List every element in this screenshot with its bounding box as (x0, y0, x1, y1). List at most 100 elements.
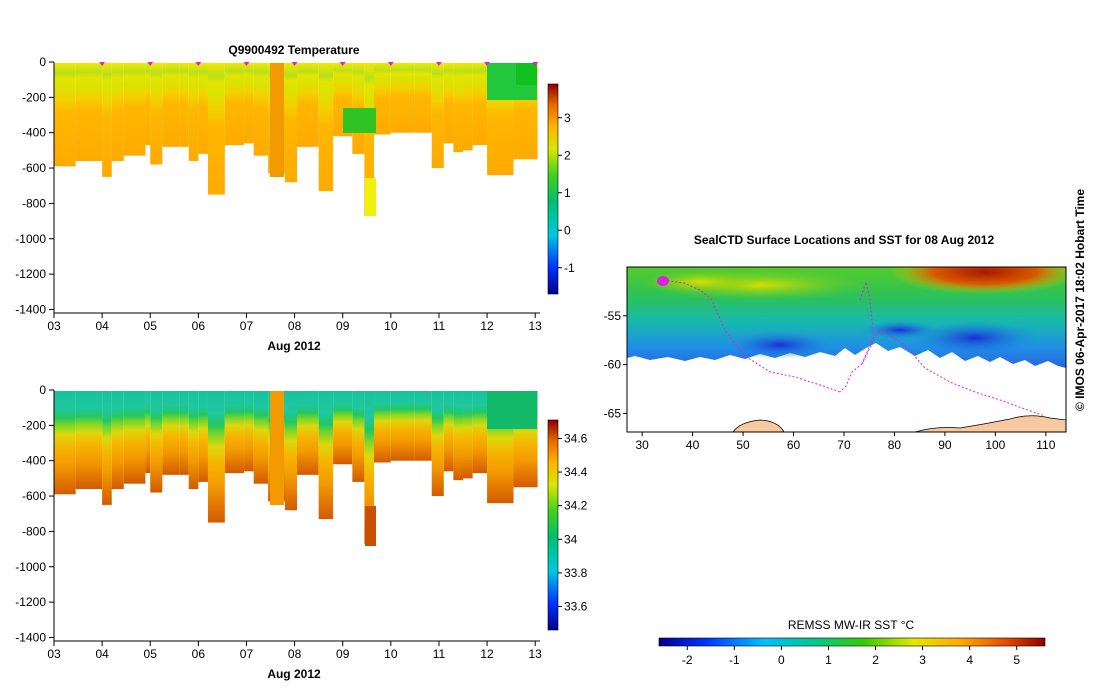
longitude-tick-label: 90 (938, 438, 952, 452)
land-antarctica (914, 415, 1066, 432)
sst-colorbar-tick-label: 1 (825, 653, 832, 667)
seal-track (662, 279, 1046, 417)
profile-marker (387, 62, 394, 66)
profile-column (253, 391, 269, 484)
colorbar-tick-label: 33.8 (564, 566, 588, 580)
temperature-y-ticks: 0 -200 -400 -600 -800 -1000 -1200 -1400 (15, 55, 54, 316)
y-tick-label: -1000 (15, 560, 46, 574)
profile-column (414, 63, 432, 133)
profile-column (443, 63, 454, 144)
x-tick-label: 08 (288, 319, 302, 333)
sst-colorbar (658, 637, 1046, 647)
colorbar-tick-label: 34.6 (564, 431, 588, 445)
profile-column (54, 63, 76, 167)
colorbar-tick-label: 1 (564, 186, 571, 200)
profile-column (179, 391, 189, 475)
profile-column (297, 63, 319, 147)
profile-column (111, 391, 124, 489)
sst-colorbar-tick-label: 4 (966, 653, 973, 667)
seal-location-marker (657, 276, 669, 286)
profile-column (244, 63, 254, 144)
profile-column (352, 391, 365, 482)
longitude-tick-label: 110 (1036, 438, 1055, 452)
profile-column (244, 391, 254, 472)
y-tick-label: -200 (22, 418, 46, 432)
profile-column (198, 63, 208, 154)
profile-column (463, 63, 473, 151)
x-tick-label: 06 (192, 319, 206, 333)
x-tick-label: 10 (384, 647, 398, 661)
x-tick-label: 06 (192, 647, 206, 661)
profile-column (373, 63, 391, 135)
fresh-surface-layer (487, 391, 537, 429)
cold-subsurface-pocket (343, 108, 376, 133)
profile-column (198, 391, 208, 482)
profile-marker (435, 62, 442, 66)
salty-column (270, 391, 284, 505)
warm-sst-patch (890, 267, 1066, 294)
y-tick-label: -1200 (15, 267, 46, 281)
profile-column (463, 391, 473, 479)
profile-column (443, 391, 454, 472)
x-tick-label: 10 (384, 319, 398, 333)
profile-column (297, 391, 319, 475)
profile-column (284, 63, 297, 183)
profile-column (179, 63, 189, 147)
colorbar-tick-label: 34.4 (564, 465, 588, 479)
profile-column (224, 391, 245, 474)
profile-column (150, 391, 163, 493)
salinity-profiles (54, 391, 538, 544)
profile-column (414, 391, 432, 461)
y-tick-label: -400 (22, 126, 46, 140)
profile-column (453, 63, 464, 153)
profile-column (373, 391, 391, 463)
cold-sst-patch-west (725, 331, 835, 359)
profile-column (54, 391, 76, 495)
salinity-y-ticks: 0 -200 -400 -600 -800 -1000 -1200 -1400 (15, 383, 54, 644)
profile-column (431, 391, 444, 497)
y-tick-label: -1400 (15, 630, 46, 644)
profile-column (224, 63, 245, 146)
profile-column (364, 63, 374, 216)
sst-colorbar-label: REMSS MW-IR SST °C (788, 618, 915, 632)
deep-profile-tail (365, 178, 376, 216)
profile-column (145, 63, 151, 146)
salinity-features (270, 391, 537, 546)
x-tick-label: 04 (95, 647, 109, 661)
colorbar-tick-label: 3 (564, 111, 571, 125)
profile-column (390, 391, 415, 461)
map-title: SealCTD Surface Locations and SST for 08… (694, 233, 995, 247)
profile-column (102, 391, 112, 505)
x-tick-label: 13 (529, 319, 543, 333)
sst-colorbar-tick-label: 0 (778, 653, 785, 667)
profile-marker (339, 62, 346, 66)
salinity-colorbar-ticks: 34.6 34.4 34.2 34 33.8 33.6 (558, 431, 588, 613)
profile-column (111, 63, 124, 161)
deep-salinity-tail (365, 506, 376, 546)
y-tick-label: 0 (39, 55, 46, 69)
profile-column (123, 391, 146, 484)
sst-colorbar-tick-label: 5 (1013, 653, 1020, 667)
temperature-features (270, 63, 537, 216)
x-tick-label: 03 (47, 319, 61, 333)
profile-marker (147, 62, 154, 66)
map-frame (626, 266, 1067, 433)
profile-column (150, 63, 163, 165)
profile-column (318, 63, 334, 192)
profile-column (472, 391, 488, 474)
colorbar-tick-label: 2 (564, 148, 571, 162)
profile-column (318, 391, 334, 520)
salinity-x-ticks: 03 04 05 06 07 08 09 10 11 12 13 (47, 641, 542, 661)
x-tick-label: 05 (144, 647, 158, 661)
profile-marker (484, 62, 491, 66)
temperature-profiles (54, 63, 538, 216)
profile-marker (243, 62, 250, 66)
colorbar-tick-label: 33.6 (564, 599, 588, 613)
profile-column (253, 63, 269, 156)
sst-map-panel: SealCTD Surface Locations and SST for 08… (604, 233, 1067, 667)
profile-column (207, 391, 225, 523)
temperature-x-ticks: 03 04 05 06 07 08 09 10 11 12 13 (47, 313, 542, 333)
profile-column (207, 63, 225, 195)
map-longitude-ticks: 30 40 50 60 70 80 90 100 110 (635, 432, 1056, 452)
profile-column (431, 63, 444, 169)
